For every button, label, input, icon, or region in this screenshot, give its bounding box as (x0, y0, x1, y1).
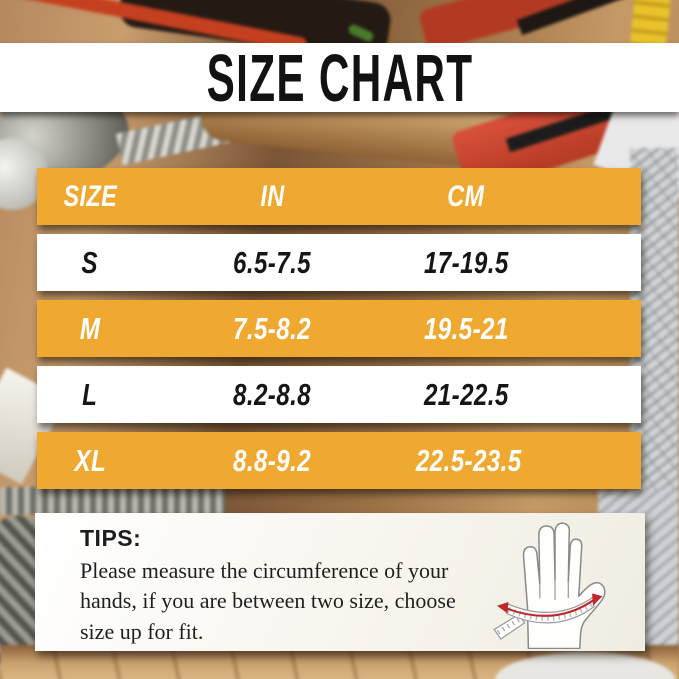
screws-row (0, 487, 225, 515)
table-row: XL 8.8-9.2 22.5-23.5 (37, 432, 641, 489)
tips-line: size up for fit. (80, 618, 204, 644)
tips-line: Please measure the circumference of your (80, 558, 449, 583)
size-cell: L (82, 376, 98, 412)
size-table-body: S 6.5-7.5 17-19.5 M 7.5-8.2 19.5-21 L 8.… (37, 234, 641, 489)
size-table: SIZE IN CM S 6.5-7.5 17-19.5 M 7.5-8.2 1… (37, 168, 641, 498)
cm-cell: 22.5-23.5 (415, 442, 522, 478)
table-row: S 6.5-7.5 17-19.5 (37, 234, 641, 291)
tips-line: hands, if you are between two size, choo… (80, 588, 456, 614)
inches-cell: 7.5-8.2 (232, 310, 311, 346)
size-cell: XL (74, 442, 106, 478)
header-in: IN (259, 179, 285, 213)
size-cell: M (79, 310, 101, 346)
tips-text: Please measure the circumference of your… (80, 556, 510, 647)
cm-cell: 17-19.5 (423, 244, 509, 280)
table-header-row: SIZE IN CM (37, 168, 641, 225)
tips-label: TIPS: (80, 525, 142, 551)
tips-content: TIPS: Please measure the circumference o… (80, 525, 510, 647)
cm-cell: 21-22.5 (423, 376, 509, 412)
inches-cell: 6.5-7.5 (232, 244, 311, 280)
table-row: L 8.2-8.8 21-22.5 (37, 366, 641, 423)
inches-cell: 8.8-9.2 (232, 442, 311, 478)
inches-cell: 8.2-8.8 (232, 376, 311, 412)
table-row: M 7.5-8.2 19.5-21 (37, 300, 641, 357)
tips-box: TIPS: Please measure the circumference o… (35, 513, 645, 651)
page-title: SIZE CHART (206, 40, 473, 115)
title-banner: SIZE CHART (0, 40, 679, 115)
hand-measure-tape-icon (493, 522, 606, 649)
size-cell: S (81, 244, 99, 280)
header-cm: CM (447, 179, 485, 213)
header-size: SIZE (63, 179, 117, 213)
cm-cell: 19.5-21 (423, 310, 509, 346)
